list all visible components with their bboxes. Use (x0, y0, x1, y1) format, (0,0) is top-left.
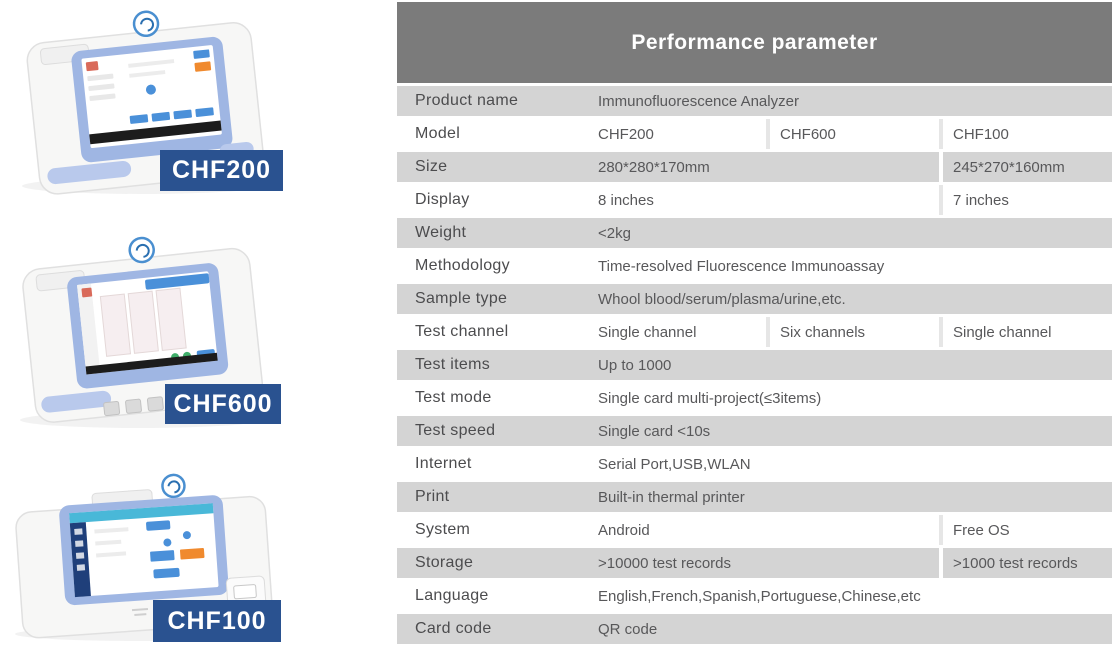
column-divider (939, 548, 943, 578)
column-divider (939, 185, 943, 215)
model-label: CHF200 (171, 156, 272, 184)
chf100-label-banner: CHF100 (153, 600, 281, 642)
table-row-methodology: Methodology Time-resolved Fluorescence I… (397, 251, 1112, 281)
chf600-label-banner: CHF600 (165, 384, 281, 424)
cell-label: Methodology (415, 257, 510, 274)
column-divider (939, 119, 943, 149)
table-row-internet: Internet Serial Port,USB,WLAN (397, 449, 1112, 479)
table-row-model: Model CHF200 CHF600 CHF100 (397, 119, 1112, 149)
chf100-product-image (0, 458, 292, 646)
cell-value: 245*270*160mm (953, 158, 1065, 176)
cell-value: Time-resolved Fluorescence Immunoassay (598, 257, 885, 275)
cell-value: English,French,Spanish,Portuguese,Chines… (598, 587, 921, 605)
cell-label: Test speed (415, 422, 496, 439)
cell-label: Sample type (415, 290, 508, 307)
cell-value: Single channel (953, 323, 1052, 341)
table-row-print: Print Built-in thermal printer (397, 482, 1112, 512)
cell-value: CHF200 (598, 125, 654, 143)
table-row-card-code: Card code QR code (397, 614, 1112, 644)
cell-value: Built-in thermal printer (598, 488, 745, 506)
cell-value: Whool blood/serum/plasma/urine,etc. (598, 290, 846, 308)
cell-value: 280*280*170mm (598, 158, 710, 176)
analyzer-illustration (15, 473, 273, 641)
table-row-system: System Android Free OS (397, 515, 1112, 545)
column-divider (766, 317, 770, 347)
cell-value: Serial Port,USB,WLAN (598, 455, 751, 473)
table-row-display: Display 8 inches 7 inches (397, 185, 1112, 215)
cell-value: Free OS (953, 521, 1010, 539)
cell-value: <2kg (598, 224, 631, 242)
model-label: CHF600 (173, 389, 273, 418)
cell-value: Single card multi-project(≤3items) (598, 389, 822, 407)
cell-value: Android (598, 521, 650, 539)
cell-label: Test mode (415, 389, 492, 406)
chf600-product-image (0, 226, 292, 432)
cell-value: Single card <10s (598, 422, 711, 440)
cell-value: Immunofluorescence Analyzer (598, 92, 799, 110)
table-row-storage: Storage >10000 test records >1000 test r… (397, 548, 1112, 578)
table-row-sample-type: Sample type Whool blood/serum/plasma/uri… (397, 284, 1112, 314)
brand-logo-icon (161, 473, 186, 499)
brand-logo-icon (132, 10, 160, 38)
table-title: Performance parameter (631, 30, 878, 54)
cell-label: Test channel (415, 323, 509, 340)
column-divider (939, 152, 943, 182)
cell-value: CHF100 (953, 125, 1009, 143)
cell-label: Language (415, 587, 489, 604)
cell-label: Internet (415, 455, 472, 472)
cell-value: QR code (598, 620, 658, 638)
spec-table: Performance parameter Product name Immun… (397, 2, 1112, 647)
cell-label: System (415, 521, 471, 538)
model-label: CHF100 (167, 606, 267, 635)
cell-label: Model (415, 125, 461, 142)
cell-value: 7 inches (953, 191, 1009, 209)
column-divider (766, 119, 770, 149)
cell-label: Test items (415, 356, 491, 373)
cell-label: Card code (415, 620, 492, 637)
column-divider (939, 317, 943, 347)
cell-value: Up to 1000 (598, 356, 672, 374)
chf200-label-banner: CHF200 (160, 150, 283, 191)
table-row-size: Size 280*280*170mm 245*270*160mm (397, 152, 1112, 182)
cell-value: CHF600 (780, 125, 836, 143)
cell-value: 8 inches (598, 191, 654, 209)
table-row-test-mode: Test mode Single card multi-project(≤3it… (397, 383, 1112, 413)
cell-label: Display (415, 191, 470, 208)
cell-label: Print (415, 488, 450, 505)
cell-label: Storage (415, 554, 474, 571)
cell-value: Six channels (780, 323, 866, 341)
cell-label: Product name (415, 92, 519, 109)
table-row-test-channel: Test channel Single channel Six channels… (397, 317, 1112, 347)
analyzer-illustration (20, 236, 264, 428)
touchscreen (69, 503, 219, 597)
touchscreen (81, 45, 222, 149)
table-header: Performance parameter (397, 2, 1112, 83)
cell-value: >10000 test records (598, 554, 732, 572)
table-row-weight: Weight <2kg (397, 218, 1112, 248)
cell-value: Single channel (598, 323, 697, 341)
table-row-test-items: Test items Up to 1000 (397, 350, 1112, 380)
table-row-test-speed: Test speed Single card <10s (397, 416, 1112, 446)
column-divider (939, 515, 943, 545)
cell-label: Size (415, 158, 448, 175)
cell-label: Weight (415, 224, 467, 241)
brand-logo-icon (128, 236, 155, 264)
table-row-language: Language English,French,Spanish,Portugue… (397, 581, 1112, 611)
table-row-product-name: Product name Immunofluorescence Analyzer (397, 86, 1112, 116)
cell-value: >1000 test records (953, 554, 1078, 572)
